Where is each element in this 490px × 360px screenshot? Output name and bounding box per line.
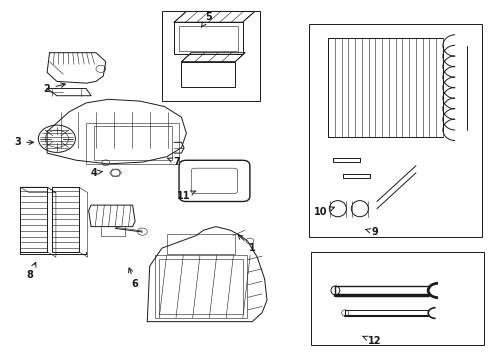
Bar [174, 22, 243, 54]
Text: 5: 5 [201, 12, 212, 27]
Bar [309, 24, 482, 237]
Text: 9: 9 [366, 227, 378, 237]
Bar [94, 126, 172, 160]
Text: 8: 8 [26, 262, 36, 280]
Bar [20, 187, 47, 252]
Text: 10: 10 [314, 207, 334, 217]
Text: 3: 3 [14, 138, 33, 147]
Text: 12: 12 [363, 336, 381, 346]
Text: 2: 2 [44, 83, 65, 94]
Bar [181, 62, 235, 87]
Text: 1: 1 [238, 235, 256, 253]
Bar [179, 26, 238, 51]
Text: 6: 6 [128, 268, 139, 289]
Text: 11: 11 [177, 191, 196, 201]
Bar [311, 252, 485, 345]
Bar [159, 259, 243, 315]
Text: 4: 4 [90, 168, 102, 178]
Bar [167, 234, 235, 253]
Bar [155, 255, 247, 318]
Bar [162, 12, 260, 101]
Bar [52, 187, 79, 252]
Text: 7: 7 [168, 157, 180, 167]
Bar [86, 123, 179, 164]
